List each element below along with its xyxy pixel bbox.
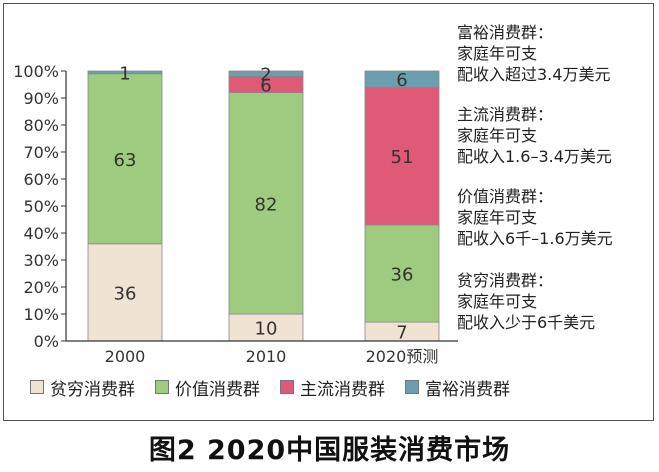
legend: 贫穷消费群 价值消费群 主流消费群 富裕消费群 <box>30 375 530 400</box>
x-axis: 2000 2010 2020预测 <box>66 340 458 366</box>
y-tick-label: 90% <box>23 89 59 108</box>
x-tick-label: 2020预测 <box>366 347 439 366</box>
bar-segment-poor <box>87 243 163 342</box>
y-tick-label: 50% <box>23 197 59 216</box>
legend-item-mainstream: 主流消费群 <box>280 375 385 400</box>
note-affluent-name: 富裕消费群： <box>457 23 554 42</box>
x-tick-label: 2000 <box>105 347 146 366</box>
note-mainstream-line1: 家庭年可支 <box>457 126 538 145</box>
note-mainstream: 主流消费群： 家庭年可支 配收入1.6–3.4万美元 <box>457 104 612 167</box>
legend-swatch-value <box>155 380 169 394</box>
y-tick-label: 20% <box>23 278 59 297</box>
legend-item-poor: 贫穷消费群 <box>30 375 135 400</box>
bar-segment-affluent <box>87 70 163 75</box>
bar-segment-affluent <box>364 70 440 88</box>
legend-item-value: 价值消费群 <box>155 375 260 400</box>
note-affluent-line2: 配收入超过3.4万美元 <box>457 65 611 84</box>
y-tick-label: 100% <box>13 62 59 81</box>
y-tick-label: 60% <box>23 170 59 189</box>
note-value: 价值消费群： 家庭年可支 配收入6千–1.6万美元 <box>457 186 613 249</box>
legend-swatch-poor <box>30 380 44 394</box>
figure-frame <box>3 3 654 421</box>
note-value-name: 价值消费群： <box>457 187 554 206</box>
data-label-affluent: 2 <box>260 65 271 86</box>
note-value-line2: 配收入6千–1.6万美元 <box>457 229 613 248</box>
stacked-bar-chart: 0% 10% 20% 30% 40% 50% 60% 70% 80% 90% 100% 36 63 1 1… <box>13 62 458 366</box>
figure-caption: 图2 2020中国服装消费市场 <box>148 435 511 466</box>
note-mainstream-name: 主流消费群： <box>457 105 554 124</box>
data-label-mainstream: 51 <box>391 147 414 168</box>
data-label-value: 63 <box>114 150 137 171</box>
note-poor-name: 贫穷消费群： <box>457 271 554 290</box>
y-tick-label: 70% <box>23 143 59 162</box>
bar-segment-value <box>87 73 163 245</box>
data-label-poor: 36 <box>114 283 137 304</box>
legend-label-mainstream: 主流消费群 <box>300 379 385 400</box>
legend-label-value: 价值消费群 <box>175 379 260 400</box>
data-label-mainstream: 6 <box>260 76 271 97</box>
data-label-affluent: 1 <box>119 63 130 84</box>
data-label-affluent: 6 <box>396 70 407 91</box>
legend-label-poor: 贫穷消费群 <box>50 379 135 400</box>
data-label-poor: 10 <box>255 319 278 340</box>
x-tick-label: 2010 <box>246 347 287 366</box>
legend-item-affluent: 富裕消费群 <box>405 375 510 400</box>
y-tick-label: 80% <box>23 116 59 135</box>
note-value-line1: 家庭年可支 <box>457 208 538 227</box>
note-poor: 贫穷消费群： 家庭年可支 配收入少于6千美元 <box>457 270 595 333</box>
bar-segment-value <box>228 92 304 315</box>
legend-label-affluent: 富裕消费群 <box>425 379 510 400</box>
data-label-value: 36 <box>391 265 414 286</box>
y-tick-label: 30% <box>23 251 59 270</box>
note-poor-line2: 配收入少于6千美元 <box>457 313 596 332</box>
y-tick-label: 0% <box>34 332 59 351</box>
bar-segment-affluent <box>228 70 304 77</box>
y-tick-label: 40% <box>23 224 59 243</box>
note-mainstream-line2: 配收入1.6–3.4万美元 <box>457 147 612 166</box>
note-poor-line1: 家庭年可支 <box>457 292 538 311</box>
y-tick-label: 10% <box>23 305 59 324</box>
legend-swatch-mainstream <box>280 380 294 394</box>
data-label-poor: 7 <box>396 323 407 344</box>
y-axis: 0% 10% 20% 30% 40% 50% 60% 70% 80% 90% 100% <box>13 62 67 351</box>
data-label-value: 82 <box>255 194 278 215</box>
note-affluent-line1: 家庭年可支 <box>457 44 538 63</box>
bar-segment-mainstream <box>364 86 440 226</box>
legend-swatch-affluent <box>405 380 419 394</box>
note-affluent: 富裕消费群： 家庭年可支 配收入超过3.4万美元 <box>457 22 610 85</box>
